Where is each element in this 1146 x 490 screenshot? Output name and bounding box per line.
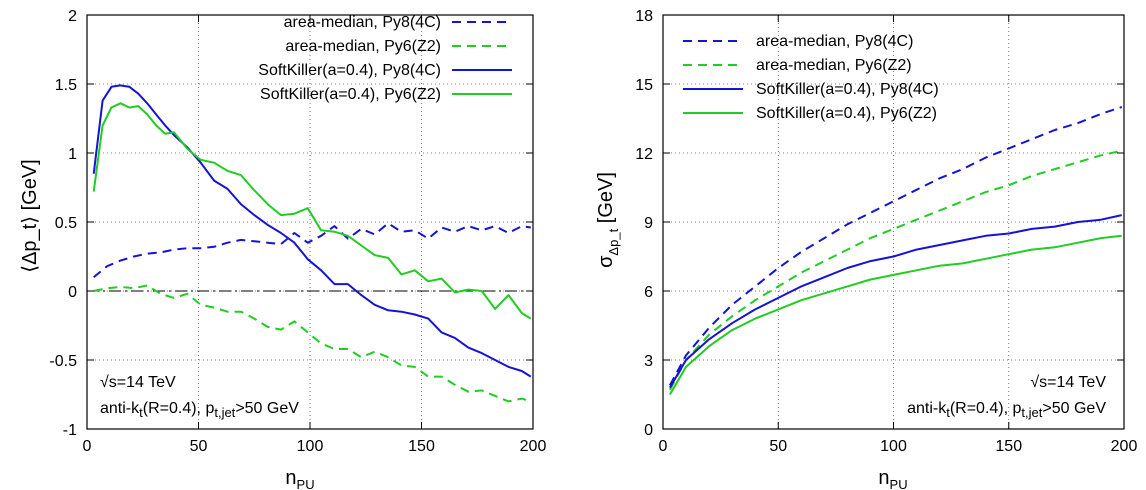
y-tick-label: 0 [644,422,653,439]
left-energy-annotation: √s=14 TeV [100,374,176,391]
left-grid [87,15,533,429]
x-tick-label: 200 [520,438,547,455]
x-tick-label: 200 [1111,438,1138,455]
right-legend-label-1: area-median, Py8(4C) [756,33,913,50]
right-series-group [669,106,1123,396]
x-tick-label: 150 [408,438,435,455]
left-panel: 0 50 100 150 200 -1 -0.5 0 0.5 1 1.5 2 ⟨Δp_t⟩ [GeV]… [19,8,546,490]
right-plot-frame [662,14,1125,430]
left-tick-labels: 0 50 100 150 200 -1 -0.5 0 0.5 1 1.5 2 [49,8,546,455]
right-jet-annotation: anti-kt(R=0.4), pt,jet>50 GeV [907,400,1106,420]
y-tick-label: -1 [63,422,77,439]
right-legend-label-2: area-median, Py6(Z2) [756,57,912,74]
right-x-axis-label: nPU [878,467,907,490]
series-line-3 [669,214,1122,389]
left-legend: area-median, Py8(4C) area-median, Py6(Z2… [258,14,512,103]
y-tick-label: 15 [635,77,653,94]
series-line-4 [92,102,532,320]
series-line-1 [669,106,1123,386]
right-y-axis-label: σΔp_t [GeV] [595,172,621,268]
series-line-2 [93,284,532,403]
series-line-2 [669,149,1122,391]
x-tick-label: 150 [995,438,1022,455]
y-tick-label: 6 [644,284,653,301]
left-legend-label-4: SoftKiller(a=0.4), Py6(Z2) [260,86,441,103]
left-jet-annotation: anti-kt(R=0.4), pt,jet>50 GeV [100,400,299,420]
right-tick-labels: 0 50 100 150 200 0 3 6 9 12 15 18 [635,8,1137,455]
x-tick-label: 0 [83,438,92,455]
y-tick-label: 1 [68,146,77,163]
x-tick-label: 50 [769,438,787,455]
series-line-1 [93,222,531,278]
right-panel: 0 50 100 150 200 0 3 6 9 12 15 18 σΔp_t [GeV] nPU √… [595,8,1137,490]
y-tick-label: 12 [635,146,653,163]
right-legend: area-median, Py8(4C) area-median, Py6(Z2… [683,33,939,122]
x-tick-label: 100 [297,438,324,455]
left-x-axis-label: nPU [285,467,314,490]
y-tick-label: -0.5 [49,353,77,370]
y-tick-label: 0.5 [55,215,77,232]
series-line-4 [669,234,1122,396]
left-legend-label-3: SoftKiller(a=0.4), Py8(4C) [258,62,441,79]
right-grid [663,15,1124,429]
left-legend-label-1: area-median, Py8(4C) [284,14,441,31]
x-tick-label: 50 [190,438,208,455]
y-tick-label: 1.5 [55,77,77,94]
y-tick-label: 9 [644,215,653,232]
x-tick-label: 0 [659,438,668,455]
x-tick-label: 100 [880,438,907,455]
right-legend-label-4: SoftKiller(a=0.4), Py6(Z2) [756,105,937,122]
y-tick-label: 3 [644,353,653,370]
left-series-group [92,84,532,403]
y-tick-label: 0 [68,284,77,301]
right-energy-annotation: √s=14 TeV [1030,374,1106,391]
y-tick-label: 18 [635,8,653,25]
series-line-3 [92,84,532,378]
right-legend-label-3: SoftKiller(a=0.4), Py8(4C) [756,81,939,98]
y-tick-label: 2 [68,8,77,25]
left-legend-label-2: area-median, Py6(Z2) [285,38,441,55]
left-y-axis-label: ⟨Δp_t⟩ [GeV] [19,159,41,272]
